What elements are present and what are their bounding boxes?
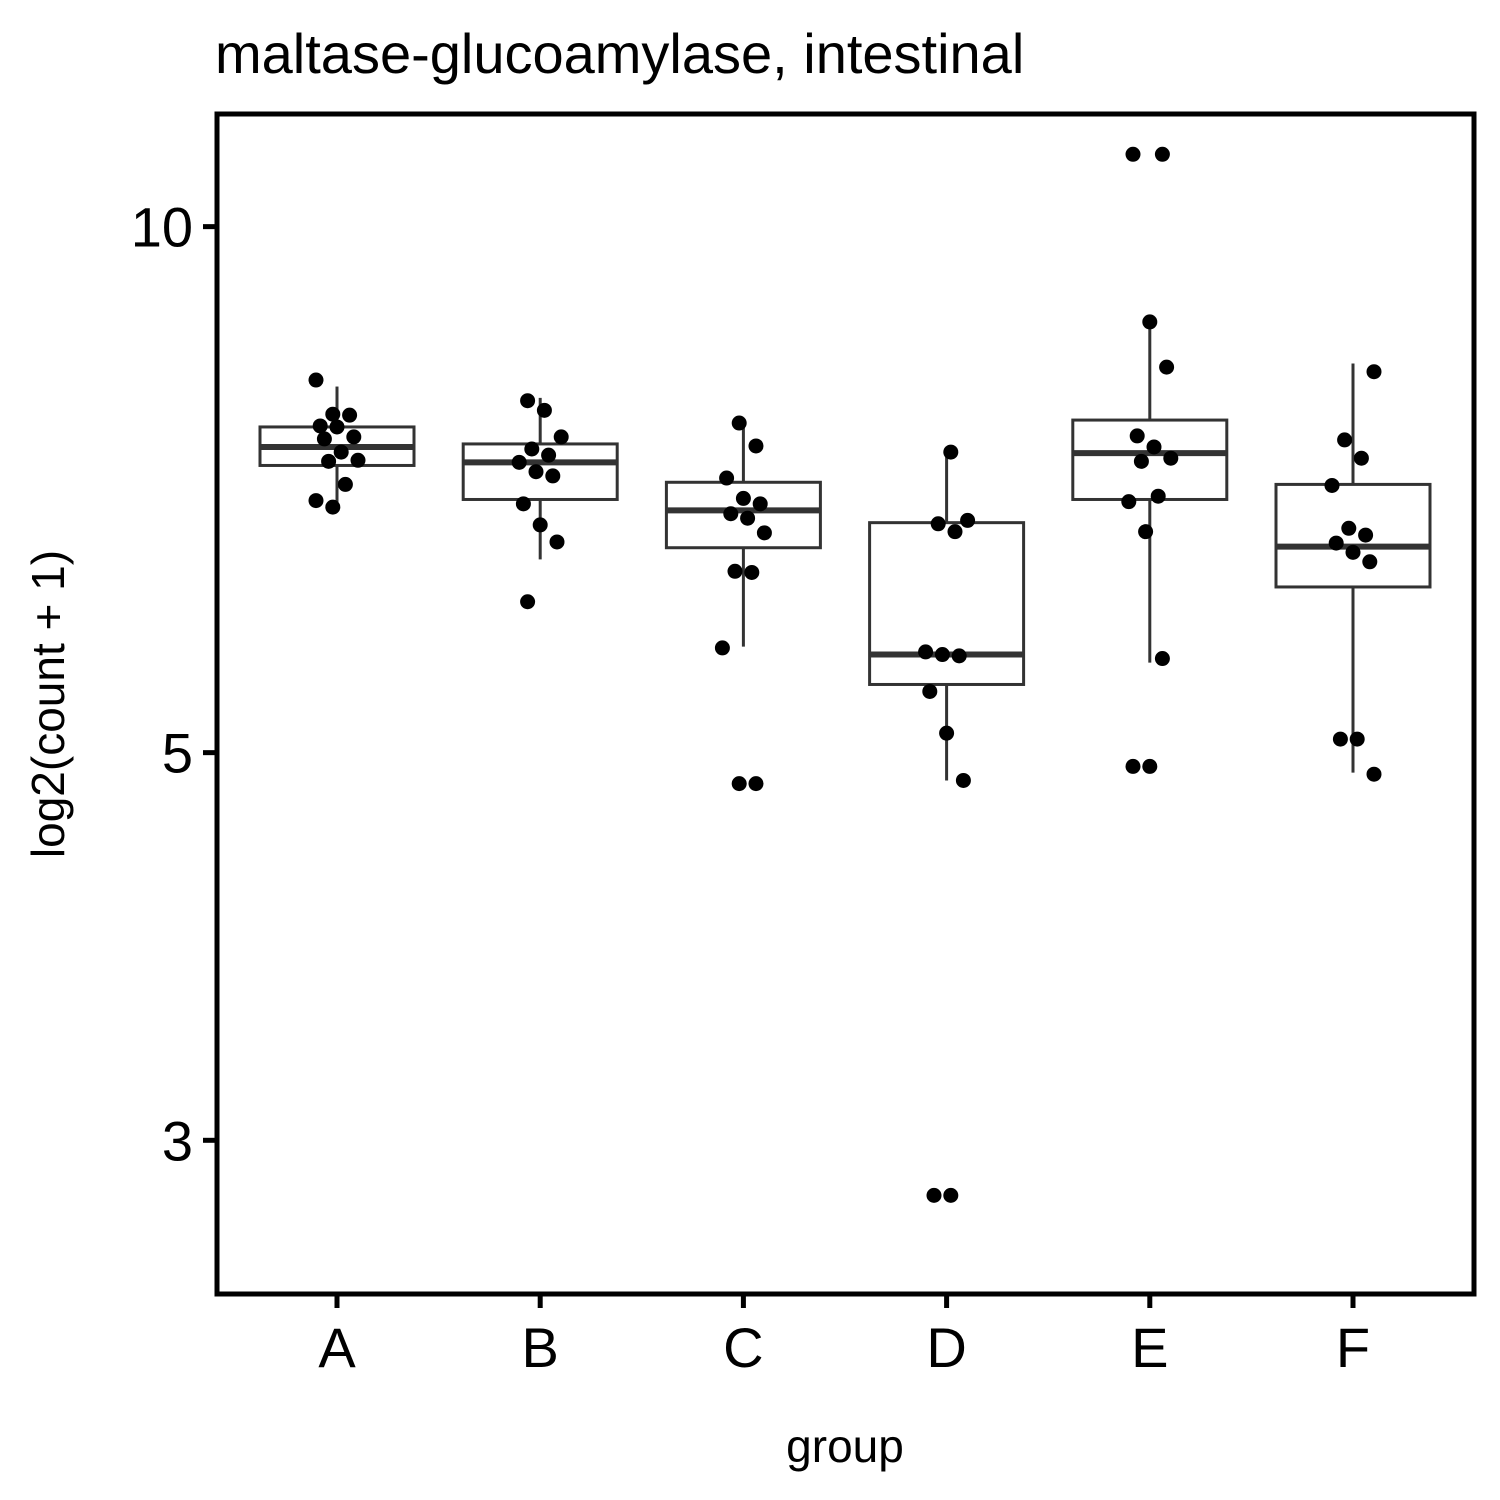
data-point-d xyxy=(943,1187,959,1203)
data-point-a xyxy=(342,407,358,423)
data-point-b xyxy=(536,402,552,418)
data-point-b xyxy=(545,468,561,484)
data-point-d xyxy=(943,444,959,460)
data-point-e xyxy=(1159,359,1175,375)
data-point-c xyxy=(731,776,747,792)
chart-title: maltase-glucoamylase, intestinal xyxy=(215,22,1024,85)
data-point-e xyxy=(1154,146,1170,162)
data-point-e xyxy=(1125,146,1141,162)
data-point-c xyxy=(727,563,743,579)
data-point-e xyxy=(1142,314,1158,330)
data-point-e xyxy=(1142,758,1158,774)
data-point-c xyxy=(748,438,764,454)
data-point-c xyxy=(719,470,735,486)
data-point-a xyxy=(308,372,324,388)
data-point-d xyxy=(918,644,934,660)
data-point-f xyxy=(1324,477,1340,493)
boxes-layer xyxy=(258,327,1432,781)
data-point-d xyxy=(947,524,963,540)
data-point-e xyxy=(1146,439,1162,455)
data-point-f xyxy=(1349,731,1365,747)
data-point-d xyxy=(934,647,950,663)
data-point-e xyxy=(1133,453,1149,469)
x-tick-label-d: D xyxy=(926,1316,966,1379)
data-point-c xyxy=(735,490,751,506)
data-point-f xyxy=(1328,535,1344,551)
data-point-c xyxy=(744,564,760,580)
x-tick-label-a: A xyxy=(318,1316,356,1379)
data-point-a xyxy=(346,429,362,445)
x-tick-label-f: F xyxy=(1336,1316,1370,1379)
box-b xyxy=(461,442,619,501)
data-point-f xyxy=(1353,450,1369,466)
x-tick-label-c: C xyxy=(723,1316,763,1379)
data-point-b xyxy=(524,441,540,457)
data-point-c xyxy=(731,415,747,431)
data-point-a xyxy=(321,453,337,469)
data-point-f xyxy=(1366,364,1382,380)
data-point-d xyxy=(939,725,955,741)
data-point-c xyxy=(714,640,730,656)
data-point-b xyxy=(511,454,527,470)
data-point-e xyxy=(1163,450,1179,466)
data-point-a xyxy=(325,406,341,422)
data-point-f xyxy=(1366,766,1382,782)
data-point-d xyxy=(951,648,967,664)
x-tick-label-e: E xyxy=(1131,1316,1168,1379)
data-point-d xyxy=(926,1187,942,1203)
data-point-c xyxy=(752,496,768,512)
data-point-a xyxy=(350,452,366,468)
data-point-c xyxy=(740,510,756,526)
y-tick-label-3: 3 xyxy=(162,1109,193,1172)
data-point-f xyxy=(1362,554,1378,570)
data-point-e xyxy=(1121,494,1137,510)
data-point-f xyxy=(1358,527,1374,543)
y-tick-label-10: 10 xyxy=(131,196,193,259)
points-layer xyxy=(308,146,1382,1203)
plot-panel-border xyxy=(214,111,1477,1297)
data-point-e xyxy=(1150,488,1166,504)
data-point-b xyxy=(515,496,531,512)
data-point-f xyxy=(1341,520,1357,536)
data-point-f xyxy=(1345,544,1361,560)
data-point-d xyxy=(960,512,976,528)
data-point-a xyxy=(325,499,341,515)
data-point-c xyxy=(748,776,764,792)
x-axis-label: group xyxy=(786,1420,904,1472)
y-axis-label: log2(count + 1) xyxy=(22,550,74,858)
data-point-b xyxy=(528,464,544,480)
data-point-b xyxy=(553,429,569,445)
data-point-b xyxy=(541,447,557,463)
data-point-b xyxy=(532,517,548,533)
data-point-a xyxy=(333,444,349,460)
data-point-e xyxy=(1154,651,1170,667)
data-point-e xyxy=(1125,758,1141,774)
data-point-c xyxy=(756,525,772,541)
data-point-d xyxy=(930,516,946,532)
box-f xyxy=(1274,482,1432,589)
data-point-b xyxy=(520,594,536,610)
data-point-a xyxy=(316,431,332,447)
data-point-c xyxy=(723,506,739,522)
data-point-f xyxy=(1337,432,1353,448)
data-point-b xyxy=(549,534,565,550)
data-point-a xyxy=(329,419,345,435)
y-axis: 3 5 10 xyxy=(131,196,217,1172)
x-axis: A B C D E F xyxy=(318,1294,1370,1379)
data-point-d xyxy=(955,772,971,788)
data-point-a xyxy=(308,493,324,509)
data-point-d xyxy=(922,683,938,699)
x-tick-label-b: B xyxy=(522,1316,559,1379)
data-point-f xyxy=(1332,731,1348,747)
data-point-b xyxy=(520,393,536,409)
data-point-a xyxy=(312,418,328,434)
data-point-a xyxy=(337,476,353,492)
data-point-e xyxy=(1129,428,1145,444)
data-point-e xyxy=(1138,524,1154,540)
y-tick-label-5: 5 xyxy=(162,722,193,785)
box-e xyxy=(1071,418,1229,501)
